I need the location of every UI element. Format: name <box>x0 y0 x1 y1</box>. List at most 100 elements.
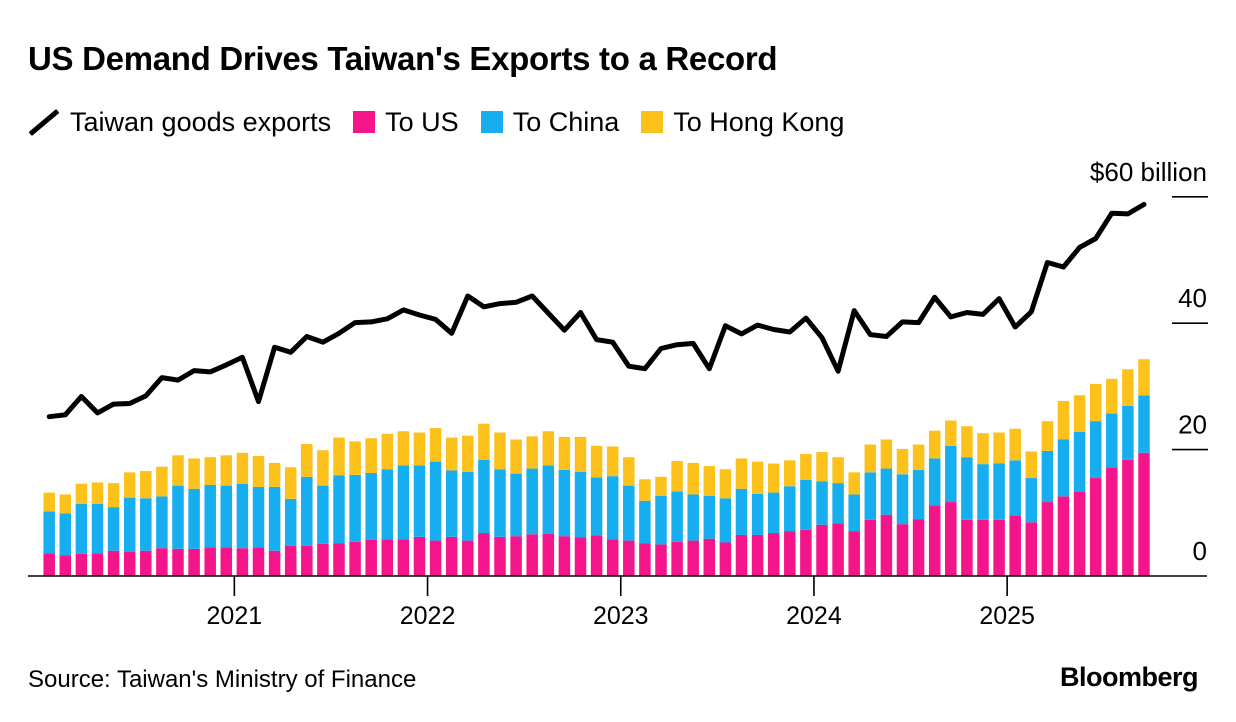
bar-to-china-18 <box>333 475 345 544</box>
bar-to-us-60 <box>1009 515 1021 576</box>
bar-to-hong-kong-32 <box>558 436 571 470</box>
bar-to-china-54 <box>912 469 925 520</box>
bar-to-hong-kong-56 <box>945 420 957 446</box>
bar-to-hong-kong-34 <box>590 445 603 478</box>
bar-to-china-17 <box>317 485 329 544</box>
bar-to-us-18 <box>333 543 345 576</box>
bar-to-hong-kong-42 <box>719 469 732 499</box>
bar-to-hong-kong-21 <box>381 433 394 470</box>
bar-to-us-23 <box>413 536 426 576</box>
bar-to-hong-kong-68 <box>1138 359 1150 396</box>
bar-to-us-10 <box>204 547 216 576</box>
bar-to-china-38 <box>655 495 667 545</box>
bar-to-hong-kong-18 <box>333 437 345 476</box>
bar-to-china-50 <box>848 494 860 532</box>
bar-to-us-36 <box>623 540 635 576</box>
bar-to-hong-kong-13 <box>252 455 265 487</box>
legend-item-us: To US <box>353 107 459 138</box>
bar-to-china-31 <box>542 465 555 534</box>
bar-to-us-54 <box>912 519 925 576</box>
x-tick-label-2025: 2025 <box>979 602 1035 630</box>
bar-to-china-65 <box>1089 421 1102 479</box>
bar-to-china-53 <box>896 474 909 525</box>
bar-to-us-6 <box>140 550 152 576</box>
bar-to-hong-kong-9 <box>188 458 200 489</box>
bar-to-china-43 <box>735 488 748 535</box>
bar-to-china-44 <box>751 493 764 535</box>
bar-to-china-45 <box>767 492 780 534</box>
bar-to-china-35 <box>606 476 619 540</box>
bar-to-china-32 <box>558 469 571 537</box>
bar-to-us-28 <box>494 536 506 576</box>
bar-to-china-27 <box>478 459 490 534</box>
bar-to-china-61 <box>1025 478 1038 523</box>
bar-to-china-62 <box>1041 450 1054 503</box>
bar-to-hong-kong-26 <box>462 435 474 472</box>
bar-to-hong-kong-10 <box>204 457 216 485</box>
bar-to-us-29 <box>510 536 522 576</box>
bar-to-us-53 <box>896 524 909 576</box>
bar-to-us-59 <box>993 519 1005 576</box>
legend-item-exports: Taiwan goods exports <box>28 106 331 138</box>
bar-to-china-10 <box>204 484 216 548</box>
bar-to-us-9 <box>188 548 200 576</box>
bar-to-hong-kong-15 <box>284 467 297 499</box>
bar-to-hong-kong-57 <box>961 426 973 458</box>
bar-to-china-42 <box>719 498 732 543</box>
bar-to-us-57 <box>961 519 973 576</box>
bar-to-china-22 <box>397 465 410 540</box>
bar-to-hong-kong-62 <box>1041 421 1054 451</box>
bar-to-hong-kong-6 <box>140 471 152 499</box>
bar-to-hong-kong-11 <box>220 455 233 486</box>
bar-to-hong-kong-41 <box>703 466 716 496</box>
bar-to-us-65 <box>1089 478 1102 576</box>
bar-to-us-8 <box>172 548 184 576</box>
bar-to-hong-kong-40 <box>687 462 699 495</box>
bar-to-china-49 <box>832 483 844 524</box>
bar-to-us-4 <box>107 550 120 576</box>
bar-to-china-29 <box>510 473 522 537</box>
bar-to-us-17 <box>317 543 329 576</box>
bar-to-hong-kong-28 <box>494 432 506 470</box>
bar-to-us-41 <box>703 538 716 576</box>
bar-to-china-41 <box>703 495 716 539</box>
bar-to-hong-kong-31 <box>542 431 555 466</box>
y-tick-label-40: 40 <box>1178 283 1207 313</box>
bar-to-us-46 <box>784 531 796 576</box>
bar-to-china-25 <box>445 470 458 537</box>
hongkong-swatch-icon <box>641 111 664 133</box>
bar-to-hong-kong-52 <box>880 439 893 469</box>
bar-to-hong-kong-14 <box>268 462 281 487</box>
bar-to-hong-kong-47 <box>800 454 812 480</box>
bar-to-us-24 <box>429 540 442 576</box>
bar-to-hong-kong-50 <box>848 472 860 495</box>
bar-to-hong-kong-44 <box>751 461 764 494</box>
legend-label-china: To China <box>512 106 620 137</box>
bar-to-china-34 <box>590 477 603 536</box>
bar-to-china-13 <box>252 486 265 548</box>
bar-to-us-19 <box>349 541 361 576</box>
bar-to-hong-kong-53 <box>896 448 909 475</box>
bar-to-us-48 <box>816 524 828 576</box>
bar-to-us-30 <box>526 534 538 576</box>
x-tick-label-2021: 2021 <box>207 602 263 630</box>
bar-to-us-66 <box>1106 467 1118 576</box>
bar-to-hong-kong-8 <box>172 455 184 486</box>
bar-to-china-33 <box>574 471 587 538</box>
bar-to-us-34 <box>590 535 603 576</box>
bar-to-china-11 <box>220 485 233 548</box>
bar-to-hong-kong-20 <box>365 438 377 473</box>
bar-to-china-66 <box>1106 413 1118 468</box>
bar-to-china-59 <box>993 463 1005 520</box>
bar-to-hong-kong-3 <box>91 482 104 504</box>
chart-title: US Demand Drives Taiwan's Exports to a R… <box>28 40 778 77</box>
y-tick-label-20: 20 <box>1178 410 1207 440</box>
bar-to-china-52 <box>880 468 893 515</box>
bar-to-china-57 <box>961 457 973 520</box>
bar-to-us-67 <box>1122 459 1134 576</box>
bar-to-china-15 <box>284 498 297 546</box>
bar-to-hong-kong-51 <box>864 444 877 473</box>
bar-to-china-64 <box>1073 431 1086 492</box>
bar-to-china-8 <box>172 485 184 549</box>
bar-to-us-15 <box>284 545 297 576</box>
